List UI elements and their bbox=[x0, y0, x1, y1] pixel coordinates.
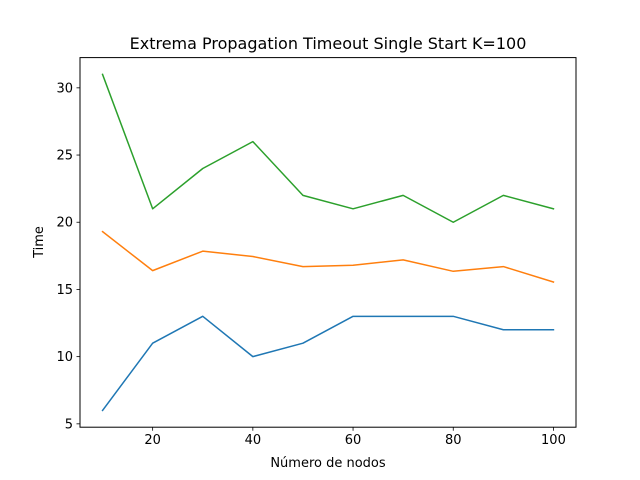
y-tick-label: 20 bbox=[56, 216, 73, 231]
y-tick-label: 15 bbox=[56, 283, 73, 298]
series-line-1 bbox=[101, 315, 555, 412]
y-tick-label: 25 bbox=[56, 149, 73, 164]
x-tick-label: 60 bbox=[345, 433, 362, 448]
axes-frame bbox=[79, 57, 577, 428]
x-tick-label: 100 bbox=[541, 433, 566, 448]
y-axis-title: Time bbox=[32, 226, 47, 259]
y-tick-label: 5 bbox=[65, 417, 73, 432]
x-tick-label: 20 bbox=[144, 433, 161, 448]
y-tick-label: 30 bbox=[56, 81, 73, 96]
series-line-2 bbox=[101, 230, 555, 283]
x-axis-title: Número de nodos bbox=[270, 456, 386, 471]
y-tick-label: 10 bbox=[56, 350, 73, 365]
x-tick-label: 80 bbox=[445, 433, 462, 448]
chart-title: Extrema Propagation Timeout Single Start… bbox=[130, 34, 527, 53]
series-line-3 bbox=[101, 73, 555, 223]
plot-area bbox=[101, 73, 555, 412]
x-tick-label: 40 bbox=[245, 433, 262, 448]
